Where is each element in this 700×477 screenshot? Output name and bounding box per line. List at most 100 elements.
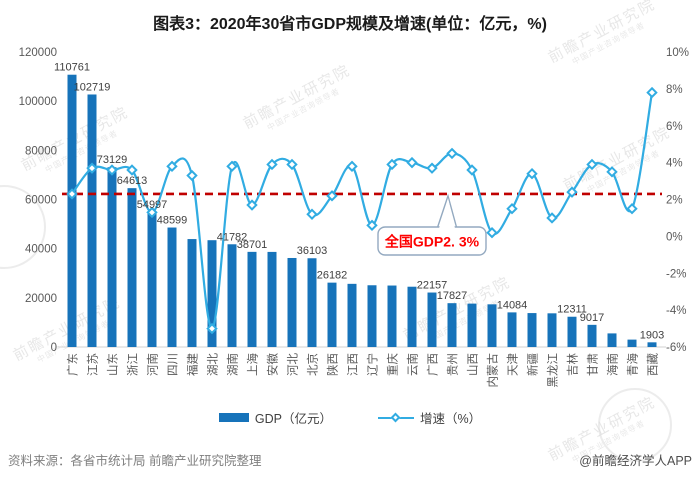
x-axis-label-吉林: 吉林	[566, 353, 580, 376]
legend-growth-label: 增速（%）	[419, 412, 482, 426]
growth-marker-浙江	[126, 164, 138, 176]
x-axis-label-江苏: 江苏	[87, 353, 100, 376]
growth-marker-广西	[426, 162, 438, 174]
gdp-bar-江苏	[87, 94, 97, 348]
x-axis-label-福建: 福建	[186, 353, 200, 376]
gdp-value-label: 9017	[580, 312, 604, 324]
growth-marker-内蒙古	[486, 226, 498, 239]
national-gdp-annotation: 全国GDP2. 3%	[384, 234, 480, 250]
left-axis-tick: 100000	[19, 96, 57, 108]
gdp-bar-陕西	[327, 282, 337, 347]
gdp-bar-江西	[347, 283, 357, 347]
gdp-value-label: 110761	[54, 62, 90, 74]
x-axis-label-海南: 海南	[606, 353, 620, 376]
gdp-value-label: 64613	[117, 175, 148, 187]
x-axis-label-上海: 上海	[246, 353, 260, 376]
gdp-value-label: 12311	[557, 304, 587, 316]
growth-marker-河北	[286, 158, 298, 171]
legend-item-gdp: GDP（亿元）	[218, 408, 332, 427]
growth-marker-福建	[186, 169, 198, 182]
x-axis-label-新疆: 新疆	[526, 353, 540, 376]
gdp-bar-海南	[607, 333, 617, 347]
x-axis-label-山东: 山东	[107, 353, 120, 376]
chart-title: 图表3：2020年30省市GDP规模及增速(单位：亿元，%)	[153, 16, 547, 33]
growth-marker-陕西	[326, 190, 338, 202]
right-axis-tick: 4%	[666, 158, 683, 170]
growth-marker-重庆	[386, 158, 398, 171]
x-axis-label-江西: 江西	[347, 353, 360, 376]
gdp-bar-山西	[467, 303, 477, 347]
gdp-bar-安徽	[267, 251, 277, 347]
growth-marker-山西	[466, 164, 478, 176]
x-axis-label-天津: 天津	[507, 353, 520, 376]
growth-marker-江苏	[86, 162, 98, 174]
growth-marker-河南	[146, 206, 158, 219]
gdp-value-label: 48599	[157, 215, 188, 227]
gdp-value-label: 22157	[417, 280, 448, 292]
gdp-value-label: 73129	[97, 154, 128, 166]
gdp-bar-甘肃	[587, 324, 597, 347]
x-axis-label-西藏: 西藏	[647, 353, 660, 376]
growth-marker-山东	[106, 164, 118, 176]
right-axis-tick: 6%	[666, 121, 683, 133]
x-axis-label-河北: 河北	[287, 353, 300, 376]
gdp-value-label: 102719	[74, 81, 111, 93]
x-axis-label-陕西: 陕西	[326, 353, 340, 376]
x-axis-label-浙江: 浙江	[127, 353, 140, 376]
x-axis-label-河南: 河南	[146, 353, 160, 376]
growth-marker-新疆	[526, 167, 538, 180]
growth-marker-云南	[406, 156, 418, 169]
gdp-bar-北京	[307, 258, 317, 347]
callout-pointer-mask	[439, 197, 455, 229]
growth-marker-吉林	[566, 186, 578, 198]
left-axis-tick: 40000	[25, 244, 57, 256]
right-axis-tick: 10%	[666, 47, 689, 59]
gdp-bar-重庆	[387, 285, 397, 347]
gdp-bar-广东	[67, 74, 77, 348]
gdp-bar-内蒙古	[487, 304, 497, 347]
growth-line-swatch-icon	[377, 412, 414, 423]
watermark-logo-circle	[598, 388, 672, 462]
gdp-bar-山东	[107, 167, 117, 347]
legend-item-growth: 增速（%）	[377, 408, 482, 427]
gdp-value-label: 26182	[317, 270, 348, 282]
x-axis-label-安徽: 安徽	[266, 353, 280, 376]
brand-credit: @前瞻经济学人APP	[579, 454, 692, 468]
x-axis-label-云南: 云南	[406, 353, 420, 376]
right-axis-tick: 0%	[666, 231, 683, 243]
growth-marker-湖南	[226, 160, 238, 173]
right-axis-tick: -2%	[666, 268, 686, 280]
left-axis-tick: 0	[51, 342, 57, 354]
growth-marker-辽宁	[366, 219, 378, 232]
gdp-bar-云南	[407, 286, 417, 347]
gdp-bar-贵州	[447, 303, 457, 347]
gdp-bar-河北	[287, 257, 297, 347]
legend: GDP（亿元） 增速（%）	[0, 408, 700, 427]
growth-marker-西藏	[646, 86, 658, 99]
x-axis-label-湖北: 湖北	[206, 353, 220, 376]
gdp-value-label: 36103	[297, 245, 328, 257]
gdp-bar-浙江	[127, 188, 137, 347]
callout-box	[377, 226, 487, 256]
growth-marker-湖北	[206, 322, 218, 335]
gdp-bar-西藏	[647, 342, 657, 347]
gdp-value-label: 14084	[497, 299, 528, 311]
growth-marker-广东	[66, 188, 78, 200]
gdp-bar-青海	[627, 339, 637, 347]
x-axis-label-黑龙江: 黑龙江	[547, 353, 560, 388]
gdp-bar-swatch-icon	[218, 413, 249, 422]
gdp-bar-新疆	[527, 313, 537, 347]
right-axis-tick: -4%	[666, 305, 686, 317]
gdp-value-label: 1903	[640, 329, 664, 341]
gdp-bar-广西	[427, 292, 437, 347]
x-axis-label-重庆: 重庆	[386, 353, 400, 376]
growth-marker-贵州	[446, 147, 458, 160]
gdp-bar-辽宁	[367, 285, 377, 347]
growth-marker-甘肃	[586, 158, 598, 171]
gdp-value-label: 54997	[137, 199, 168, 211]
x-axis-label-广西: 广西	[427, 353, 440, 376]
gdp-value-label: 38701	[237, 239, 268, 251]
x-axis-label-甘肃: 甘肃	[587, 353, 600, 376]
x-axis-label-湖南: 湖南	[226, 353, 240, 376]
